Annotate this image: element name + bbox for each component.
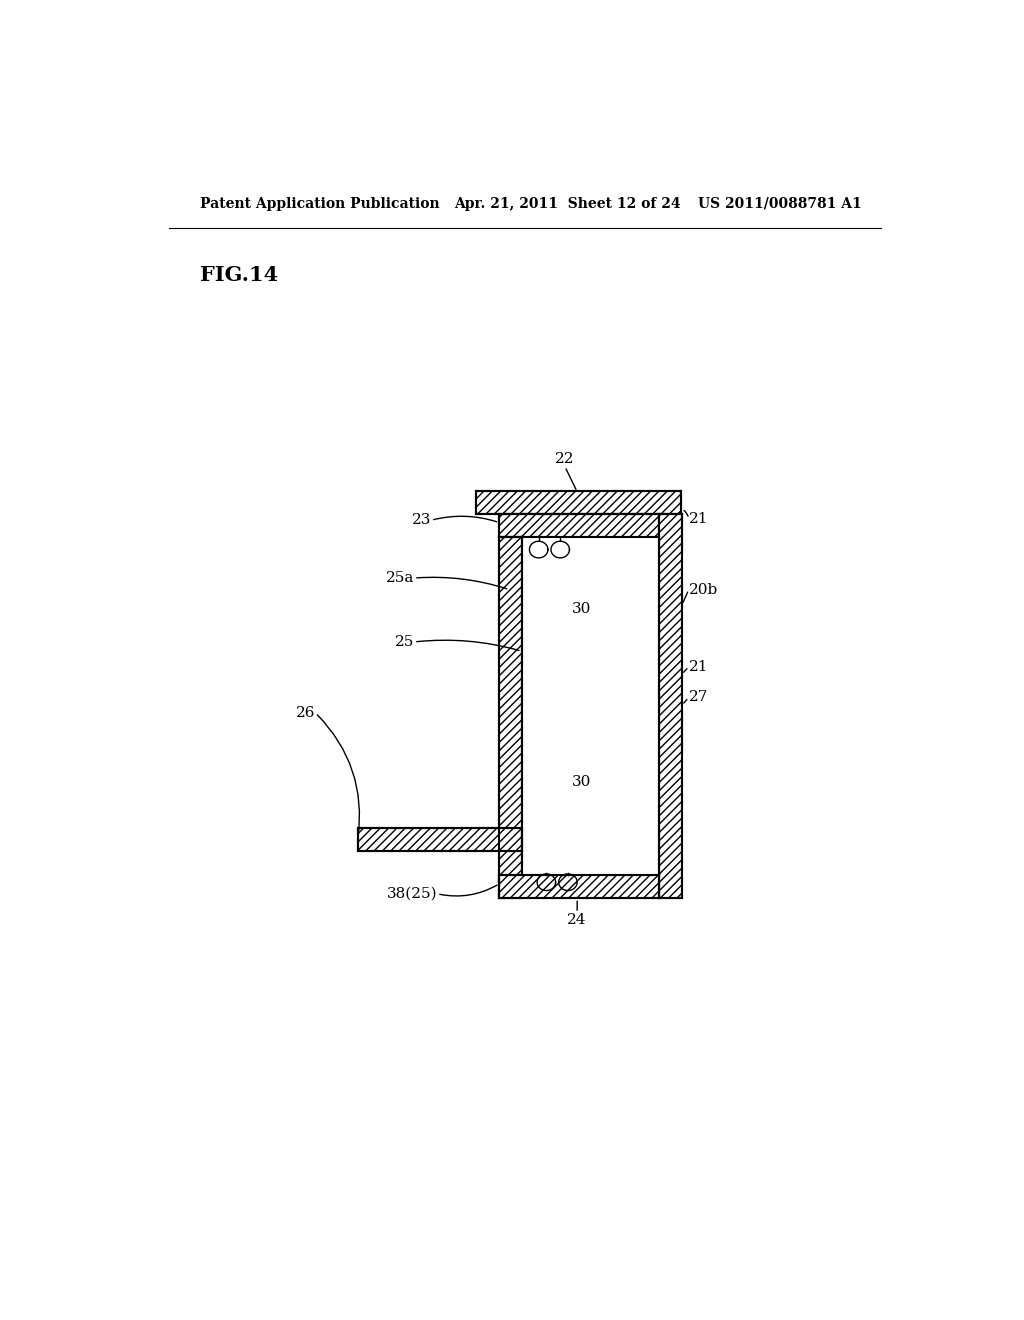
Text: 25a: 25a xyxy=(386,572,414,585)
Text: 24: 24 xyxy=(567,913,587,927)
Bar xyxy=(499,513,658,537)
Text: 20b: 20b xyxy=(689,582,718,597)
Text: 21: 21 xyxy=(689,660,709,673)
Text: FIG.14: FIG.14 xyxy=(200,265,279,285)
Text: Apr. 21, 2011  Sheet 12 of 24: Apr. 21, 2011 Sheet 12 of 24 xyxy=(454,197,681,211)
Bar xyxy=(475,491,681,515)
Text: 25: 25 xyxy=(394,635,414,649)
Text: Patent Application Publication: Patent Application Publication xyxy=(200,197,439,211)
Bar xyxy=(357,829,521,851)
Text: 23: 23 xyxy=(412,513,431,527)
Text: 27: 27 xyxy=(689,690,709,705)
Text: US 2011/0088781 A1: US 2011/0088781 A1 xyxy=(698,197,862,211)
Text: 26: 26 xyxy=(296,706,315,719)
Text: 22: 22 xyxy=(555,453,574,466)
Bar xyxy=(521,537,658,875)
Text: 38(25): 38(25) xyxy=(386,887,437,900)
Bar xyxy=(499,874,658,898)
Bar xyxy=(658,515,682,898)
Text: 30: 30 xyxy=(572,602,592,616)
Text: 21: 21 xyxy=(689,512,709,525)
Bar xyxy=(499,537,521,898)
Text: 30: 30 xyxy=(572,775,592,789)
